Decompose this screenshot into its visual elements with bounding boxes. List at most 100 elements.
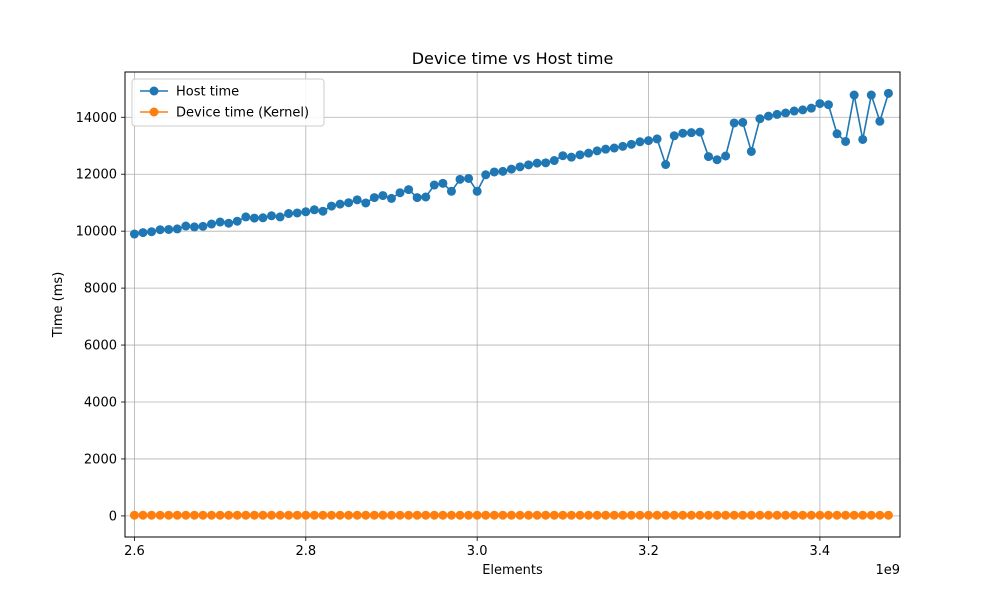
device-time-kernel-point <box>815 510 825 520</box>
device-time-kernel-point <box>738 510 748 520</box>
device-time-kernel-point <box>464 510 474 520</box>
host-time-point <box>481 170 491 180</box>
device-time-kernel-point <box>429 510 439 520</box>
device-time-kernel-point <box>284 510 294 520</box>
device-time-kernel-point <box>189 510 199 520</box>
host-time-point <box>472 186 482 196</box>
host-time-point <box>626 139 636 149</box>
legend: Host time Device time (Kernel) <box>131 78 325 127</box>
device-time-kernel-point <box>515 510 525 520</box>
host-time-point <box>832 129 842 139</box>
device-time-kernel-point <box>832 510 842 520</box>
device-time-kernel-point <box>498 510 508 520</box>
host-time-point <box>498 166 508 176</box>
host-time-point <box>369 193 379 203</box>
device-time-kernel-series <box>129 510 893 520</box>
chart-title: Device time vs Host time <box>412 49 614 68</box>
series-area <box>129 88 893 520</box>
host-time-point <box>763 111 773 121</box>
device-time-kernel-point <box>729 510 739 520</box>
device-time-kernel-point <box>746 510 756 520</box>
host-time-point <box>198 221 208 231</box>
device-time-kernel-point <box>635 510 645 520</box>
host-time-point <box>652 134 662 144</box>
device-time-kernel-point <box>404 510 414 520</box>
host-time-point <box>875 116 885 126</box>
host-time-point <box>318 206 328 216</box>
device-time-kernel-point <box>232 510 242 520</box>
host-time-point <box>352 195 362 205</box>
legend-device-time-label: Device time (Kernel) <box>176 106 309 121</box>
device-time-kernel-point <box>763 510 773 520</box>
host-time-point <box>738 117 748 127</box>
host-time-point <box>344 198 354 208</box>
device-time-kernel-point <box>866 510 876 520</box>
device-time-kernel-point <box>644 510 654 520</box>
device-time-kernel-point <box>575 510 585 520</box>
y-tick-label: 12000 <box>76 168 117 183</box>
host-time-point <box>455 174 465 184</box>
x-tick-label: 3.2 <box>638 544 659 559</box>
device-time-kernel-point <box>198 510 208 520</box>
y-tick-label: 14000 <box>76 111 117 126</box>
x-tick-label: 3.4 <box>810 544 831 559</box>
device-time-kernel-point <box>352 510 362 520</box>
device-time-kernel-point <box>181 510 191 520</box>
host-time-point <box>258 213 268 223</box>
host-time-point <box>301 207 311 217</box>
device-time-kernel-point <box>592 510 602 520</box>
host-time-point <box>575 150 585 160</box>
host-time-point <box>858 134 868 144</box>
host-time-point <box>404 185 414 195</box>
host-time-point <box>181 221 191 231</box>
host-time-point <box>883 88 893 98</box>
host-time-point <box>772 109 782 119</box>
x-axis-offset-label: 1e9 <box>875 563 900 578</box>
y-tick-label: 10000 <box>76 225 117 240</box>
host-time-point <box>275 212 285 222</box>
host-time-point <box>618 141 628 151</box>
device-time-kernel-point <box>781 510 791 520</box>
grid <box>125 72 900 537</box>
host-time-point <box>789 106 799 116</box>
host-time-point <box>327 201 336 211</box>
host-time-point <box>849 90 859 100</box>
device-time-kernel-point <box>712 510 722 520</box>
device-time-kernel-point <box>806 510 816 520</box>
legend-host-time-marker <box>149 86 159 96</box>
host-time-point <box>866 90 876 100</box>
host-time-point <box>601 144 611 154</box>
device-time-kernel-point <box>207 510 217 520</box>
device-time-kernel-point <box>823 510 833 520</box>
host-time-point <box>386 193 396 203</box>
x-axis-label: Elements <box>482 563 543 578</box>
device-time-kernel-point <box>395 510 405 520</box>
device-time-kernel-point <box>292 510 302 520</box>
host-time-point <box>464 173 474 183</box>
host-time-point <box>686 128 696 138</box>
host-time-point <box>412 193 422 203</box>
host-time-point <box>429 180 439 190</box>
legend-host-time-label: Host time <box>176 85 239 100</box>
device-time-kernel-point <box>344 510 354 520</box>
device-time-kernel-point <box>267 510 277 520</box>
host-time-point <box>669 131 679 141</box>
host-time-point <box>515 162 525 172</box>
host-time-point <box>524 160 534 170</box>
device-time-kernel-point <box>301 510 311 520</box>
y-tick-label: 8000 <box>84 282 117 297</box>
device-time-kernel-point <box>224 510 234 520</box>
host-time-point <box>841 136 851 146</box>
host-time-point <box>609 143 619 153</box>
device-time-kernel-point <box>489 510 499 520</box>
device-time-kernel-point <box>481 510 491 520</box>
y-tick-label: 2000 <box>84 452 117 467</box>
device-time-kernel-point <box>524 510 534 520</box>
device-time-kernel-point <box>309 510 319 520</box>
axis-ticks: 2.6 2.8 3.0 3.2 3.4 0 2000 4000 6000 8000 10000 120… <box>76 111 831 559</box>
host-time-point <box>798 105 808 115</box>
host-time-point <box>661 160 671 170</box>
device-time-kernel-point <box>661 510 671 520</box>
host-time-point <box>566 152 576 162</box>
